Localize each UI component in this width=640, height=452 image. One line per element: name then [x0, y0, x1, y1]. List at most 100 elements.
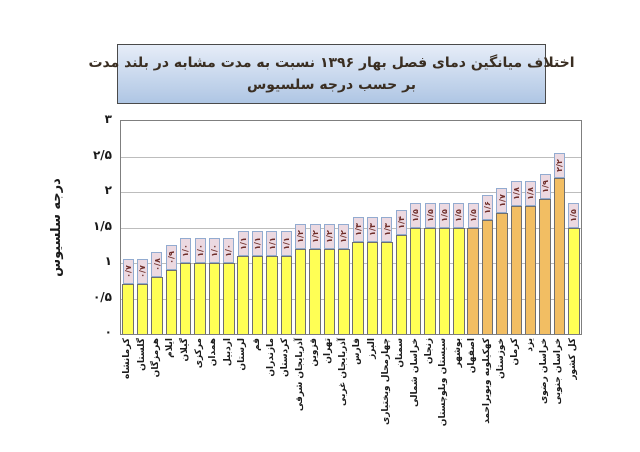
bar: [251, 255, 264, 334]
bar: [481, 220, 494, 334]
y-axis-title: درجه سلسیوس: [48, 178, 64, 277]
bar: [194, 263, 206, 334]
bar-value-label: ۱/۱: [252, 230, 264, 256]
bar: [280, 255, 293, 334]
x-axis-label: قزوین: [309, 338, 320, 367]
x-axis-label: مرکزی: [194, 338, 205, 369]
bar-value-label: ۰/۷: [122, 259, 134, 285]
gridline: [121, 156, 581, 158]
bar-value-label: ۱/۸: [510, 181, 522, 207]
x-axis-label: اصفهان: [467, 338, 478, 374]
bar: [453, 227, 465, 334]
x-axis-label: یزد: [524, 338, 535, 352]
bar-value-label: ۱/۶: [482, 195, 494, 221]
bar: [510, 206, 523, 334]
bar-value-label: ۰/۹: [165, 245, 177, 271]
bar: [395, 234, 408, 334]
bar-value-label: ۱/۸: [525, 181, 537, 207]
x-axis-label: بوشهر: [452, 338, 463, 368]
y-tick-label: ۰: [104, 325, 112, 339]
x-axis-label: چهارمحال وبختیاری: [380, 338, 391, 425]
bar: [539, 199, 551, 334]
bar: [524, 206, 537, 334]
bar: [323, 248, 336, 334]
bar-value-label: ۱/۲: [338, 223, 350, 249]
chart-title-line1: اختلاف میانگین دمای فصل بهار ۱۳۹۶ نسبت ب…: [88, 54, 575, 71]
bar-value-label: ۱/۵: [424, 202, 436, 228]
y-tick-label: ۱/۵: [92, 218, 112, 233]
bar-value-label: ۱/۲: [323, 223, 335, 249]
x-axis-label: کرمان: [510, 338, 521, 366]
bar-value-label: ۱/۱: [237, 230, 249, 256]
bar-value-label: ۱/۳: [381, 216, 393, 242]
bar: [165, 270, 178, 334]
bar-value-label: ۱/۵: [453, 202, 465, 228]
bar: [338, 248, 350, 334]
bar-value-label: ۲/۲: [553, 152, 565, 178]
bar-value-label: ۱/۴: [395, 209, 407, 235]
bar: [208, 263, 221, 334]
bar: [366, 241, 379, 334]
x-axis-label: کل کشور: [567, 338, 578, 380]
x-axis-label: لرستان: [237, 338, 248, 371]
x-axis-label: قم: [251, 338, 262, 351]
bar: [151, 277, 163, 334]
x-axis-label: سمنان: [395, 338, 406, 368]
x-axis-label: خراسان رضوی: [539, 338, 550, 404]
bar: [381, 241, 393, 334]
bar-value-label: ۰/۷: [137, 259, 149, 285]
y-tick-label: ۰/۵: [92, 289, 112, 304]
x-axis-label: فارس: [352, 338, 363, 365]
bar: [496, 213, 508, 334]
y-tick-label: ۳: [104, 112, 112, 126]
bar-value-label: ۱/۷: [496, 188, 508, 214]
chart-title: اختلاف میانگین دمای فصل بهار ۱۳۹۶ نسبت ب…: [88, 44, 575, 104]
bar-value-label: ۱/۵: [410, 202, 422, 228]
bar: [179, 263, 192, 334]
y-tick-label: ۲: [104, 183, 112, 197]
bar-value-label: ۱/۱: [266, 230, 278, 256]
x-axis-label: کهکیلویه وبویراحمد: [481, 338, 492, 424]
bar-value-label: ۱/۳: [367, 216, 379, 242]
bar: [309, 248, 321, 334]
y-tick-label: ۲/۵: [92, 147, 112, 162]
bar-value-label: ۱/۰: [208, 238, 220, 263]
bar-value-label: ۱/۳: [352, 216, 364, 242]
bar-value-label: ۱/۰: [194, 238, 206, 263]
x-axis-label: آذربایجان غربی: [337, 338, 348, 406]
x-axis-label: آذربایجان شرقی: [294, 338, 305, 412]
bar: [122, 284, 134, 334]
x-axis-label: کردستان: [280, 338, 291, 378]
bar: [136, 284, 149, 334]
plot-area: ۰/۷ ۰/۷ ۰/۸ ۰/۹ ۱/۰ ۱/۰ ۱/۰ ۱/۰ ۱/۱ ۱/۱ ۱/۱ ۱/۱ ۱/۲ ۱…: [120, 120, 582, 335]
bar: [294, 248, 307, 334]
x-axis-label: گلستان: [136, 338, 147, 371]
bar-value-label: ۱/۵: [467, 202, 479, 228]
x-axis-label: همدان: [208, 338, 219, 367]
bar: [266, 255, 278, 334]
x-axis-label: ایلام: [165, 338, 176, 358]
bar-value-label: ۱/۲: [309, 223, 321, 249]
bar: [438, 227, 451, 334]
bar: [568, 227, 580, 334]
bar: [237, 255, 249, 334]
bar-value-label: ۱/۰: [180, 238, 192, 263]
x-axis-label: خراسان جنوبی: [553, 338, 564, 405]
x-axis-label: گیلان: [179, 338, 190, 362]
x-axis-label: اردبیل: [222, 338, 233, 366]
x-axis-label: زنجان: [424, 338, 435, 365]
bar-value-label: ۱/۲: [295, 223, 307, 249]
bar-value-label: ۱/۹: [539, 174, 551, 200]
bar: [223, 263, 235, 334]
x-axis-label: خراسان شمالی: [409, 338, 420, 407]
bar: [409, 227, 422, 334]
x-axis-label: کرمانشاه: [122, 338, 133, 380]
bar-value-label: ۱/۱: [280, 230, 292, 256]
gridline: [121, 192, 581, 193]
bar: [467, 227, 479, 334]
gridline: [121, 298, 581, 300]
bar-value-label: ۱/۵: [438, 202, 450, 228]
bar: [553, 177, 566, 334]
y-tick-label: ۱: [104, 254, 112, 268]
